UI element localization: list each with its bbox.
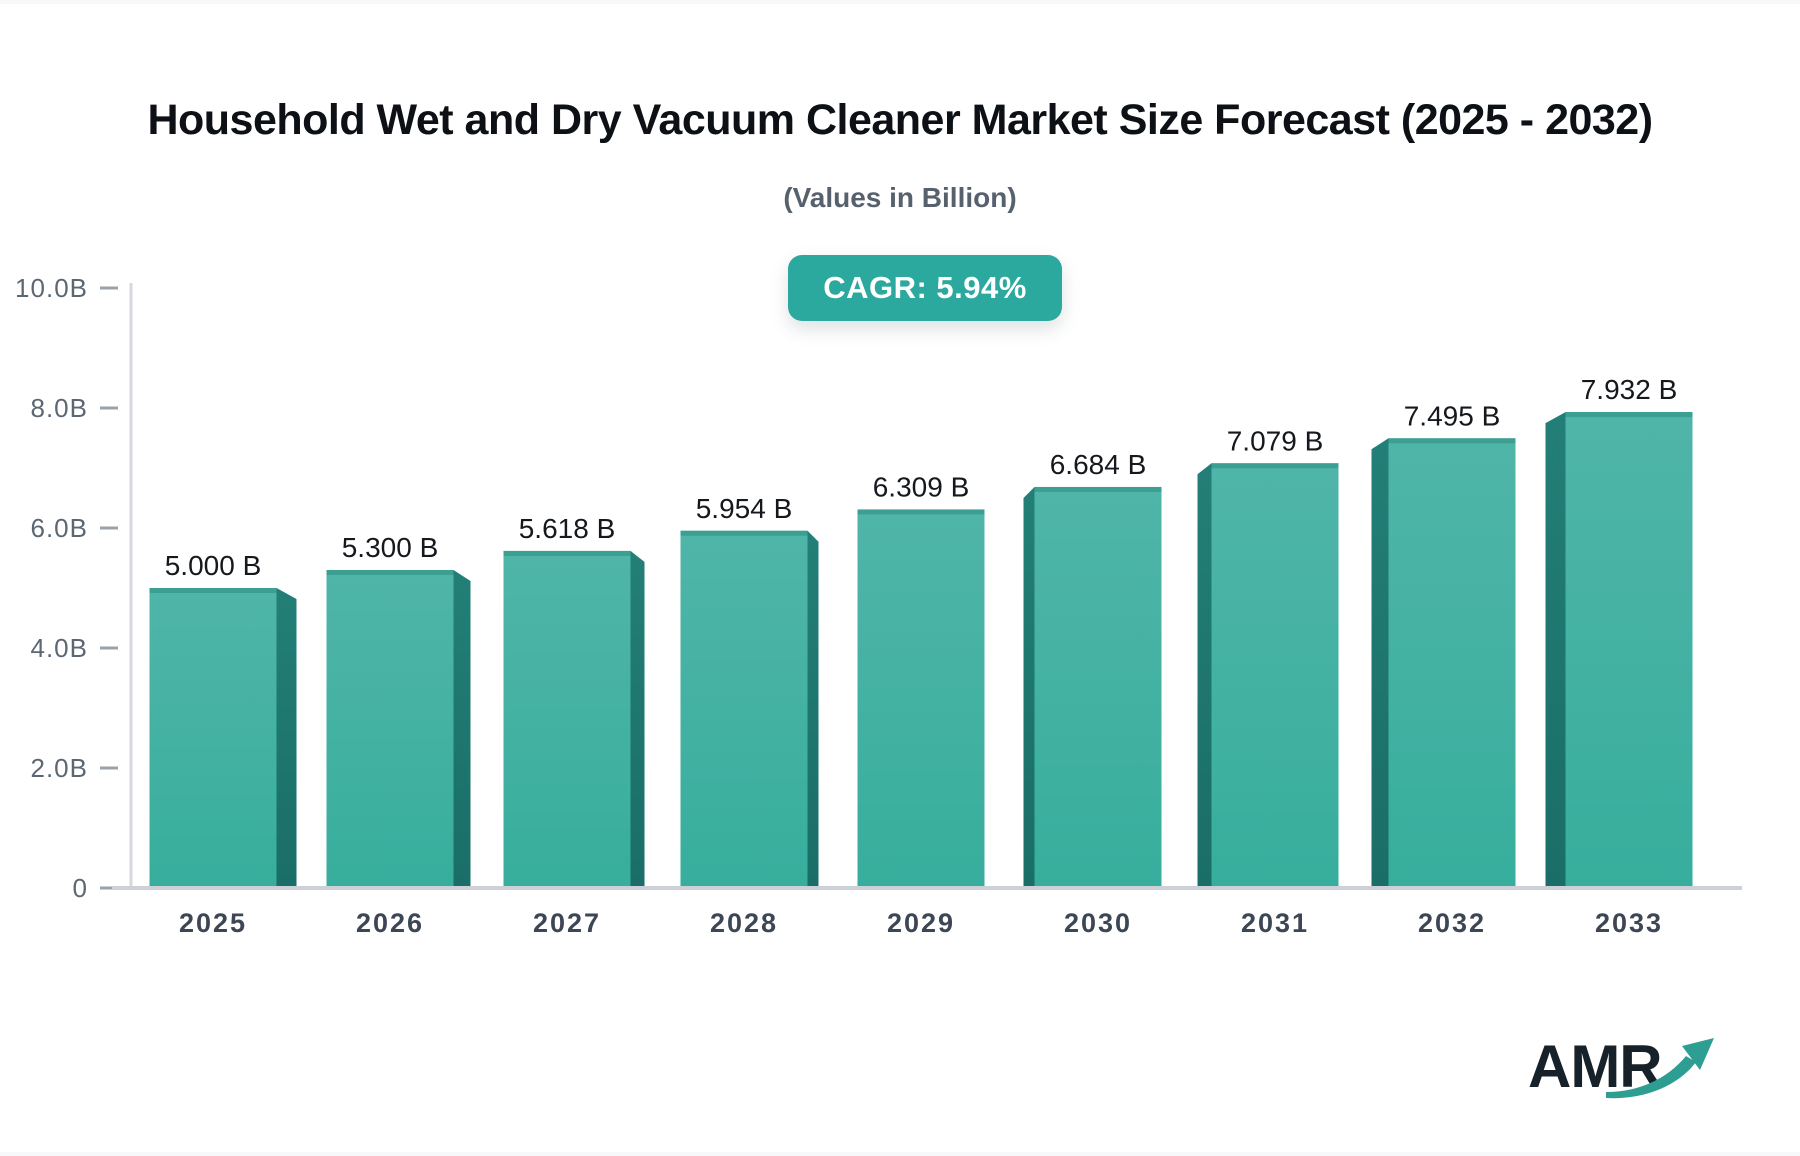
bar-value-label-2025: 5.000 B xyxy=(165,550,262,581)
bar-top-edge-2026 xyxy=(326,570,454,575)
x-tick-label-2028: 2028 xyxy=(710,908,778,938)
bar-top-edge-2029 xyxy=(857,509,985,515)
page-subtitle: (Values in Billion) xyxy=(783,182,1017,213)
bar-side-2025 xyxy=(276,588,297,888)
page-title: Household Wet and Dry Vacuum Cleaner Mar… xyxy=(147,96,1653,144)
bar-2032[interactable] xyxy=(1388,438,1516,888)
bar-value-label-2030: 6.684 B xyxy=(1050,449,1147,480)
bar-value-label-2033: 7.932 B xyxy=(1581,374,1678,405)
bar-value-label-2029: 6.309 B xyxy=(873,471,970,502)
bar-value-label-2032: 7.495 B xyxy=(1404,400,1501,431)
bar-side-2032 xyxy=(1371,438,1389,888)
bar-side-2031 xyxy=(1197,463,1212,888)
y-tick-label: 10.0B xyxy=(15,273,88,303)
y-tick-label: 0 xyxy=(73,873,88,903)
page-edge-bottom xyxy=(0,1152,1800,1156)
page-edge-top xyxy=(0,0,1800,4)
x-tick-label-2032: 2032 xyxy=(1418,908,1486,938)
bar-top-edge-2030 xyxy=(1034,486,1162,492)
amr-logo-arrow-icon xyxy=(1606,1038,1714,1099)
bar-2031[interactable] xyxy=(1211,463,1339,888)
bar-top-edge-2025 xyxy=(149,588,277,593)
y-tick-label: 8.0B xyxy=(31,393,89,423)
bar-side-2028 xyxy=(807,530,819,888)
bar-2030[interactable] xyxy=(1034,486,1162,888)
x-tick-label-2027: 2027 xyxy=(533,908,601,938)
x-tick-label-2026: 2026 xyxy=(356,908,424,938)
x-tick-label-2033: 2033 xyxy=(1595,908,1663,938)
bar-side-2030 xyxy=(1023,486,1035,888)
bar-value-label-2031: 7.079 B xyxy=(1227,425,1324,456)
x-tick-label-2025: 2025 xyxy=(179,908,247,938)
bar-top-edge-2027 xyxy=(503,550,631,556)
bar-side-2033 xyxy=(1545,412,1566,888)
bar-2025[interactable] xyxy=(149,588,277,888)
x-tick-label-2029: 2029 xyxy=(887,908,955,938)
bar-side-2027 xyxy=(630,550,645,888)
bar-top-edge-2032 xyxy=(1388,438,1516,444)
bar-side-2026 xyxy=(453,570,471,888)
bar-2027[interactable] xyxy=(503,550,631,888)
bar-top-edge-2033 xyxy=(1565,412,1693,418)
bar-top-edge-2031 xyxy=(1211,463,1339,469)
x-tick-label-2030: 2030 xyxy=(1064,908,1132,938)
amr-logo: AMR xyxy=(1528,1032,1738,1122)
y-tick-label: 4.0B xyxy=(31,633,89,663)
bar-2029[interactable] xyxy=(857,509,985,888)
bar-top-edge-2028 xyxy=(680,530,808,536)
bar-2033[interactable] xyxy=(1565,412,1693,888)
bar-value-label-2028: 5.954 B xyxy=(696,493,793,524)
bar-2028[interactable] xyxy=(680,530,808,888)
bar-2026[interactable] xyxy=(326,570,454,888)
x-tick-label-2031: 2031 xyxy=(1241,908,1309,938)
y-tick-label: 2.0B xyxy=(31,753,89,783)
bar-value-label-2026: 5.300 B xyxy=(342,532,439,563)
cagr-badge: CAGR: 5.94% xyxy=(788,255,1062,321)
bar-value-label-2027: 5.618 B xyxy=(519,513,616,544)
y-tick-label: 6.0B xyxy=(31,513,89,543)
